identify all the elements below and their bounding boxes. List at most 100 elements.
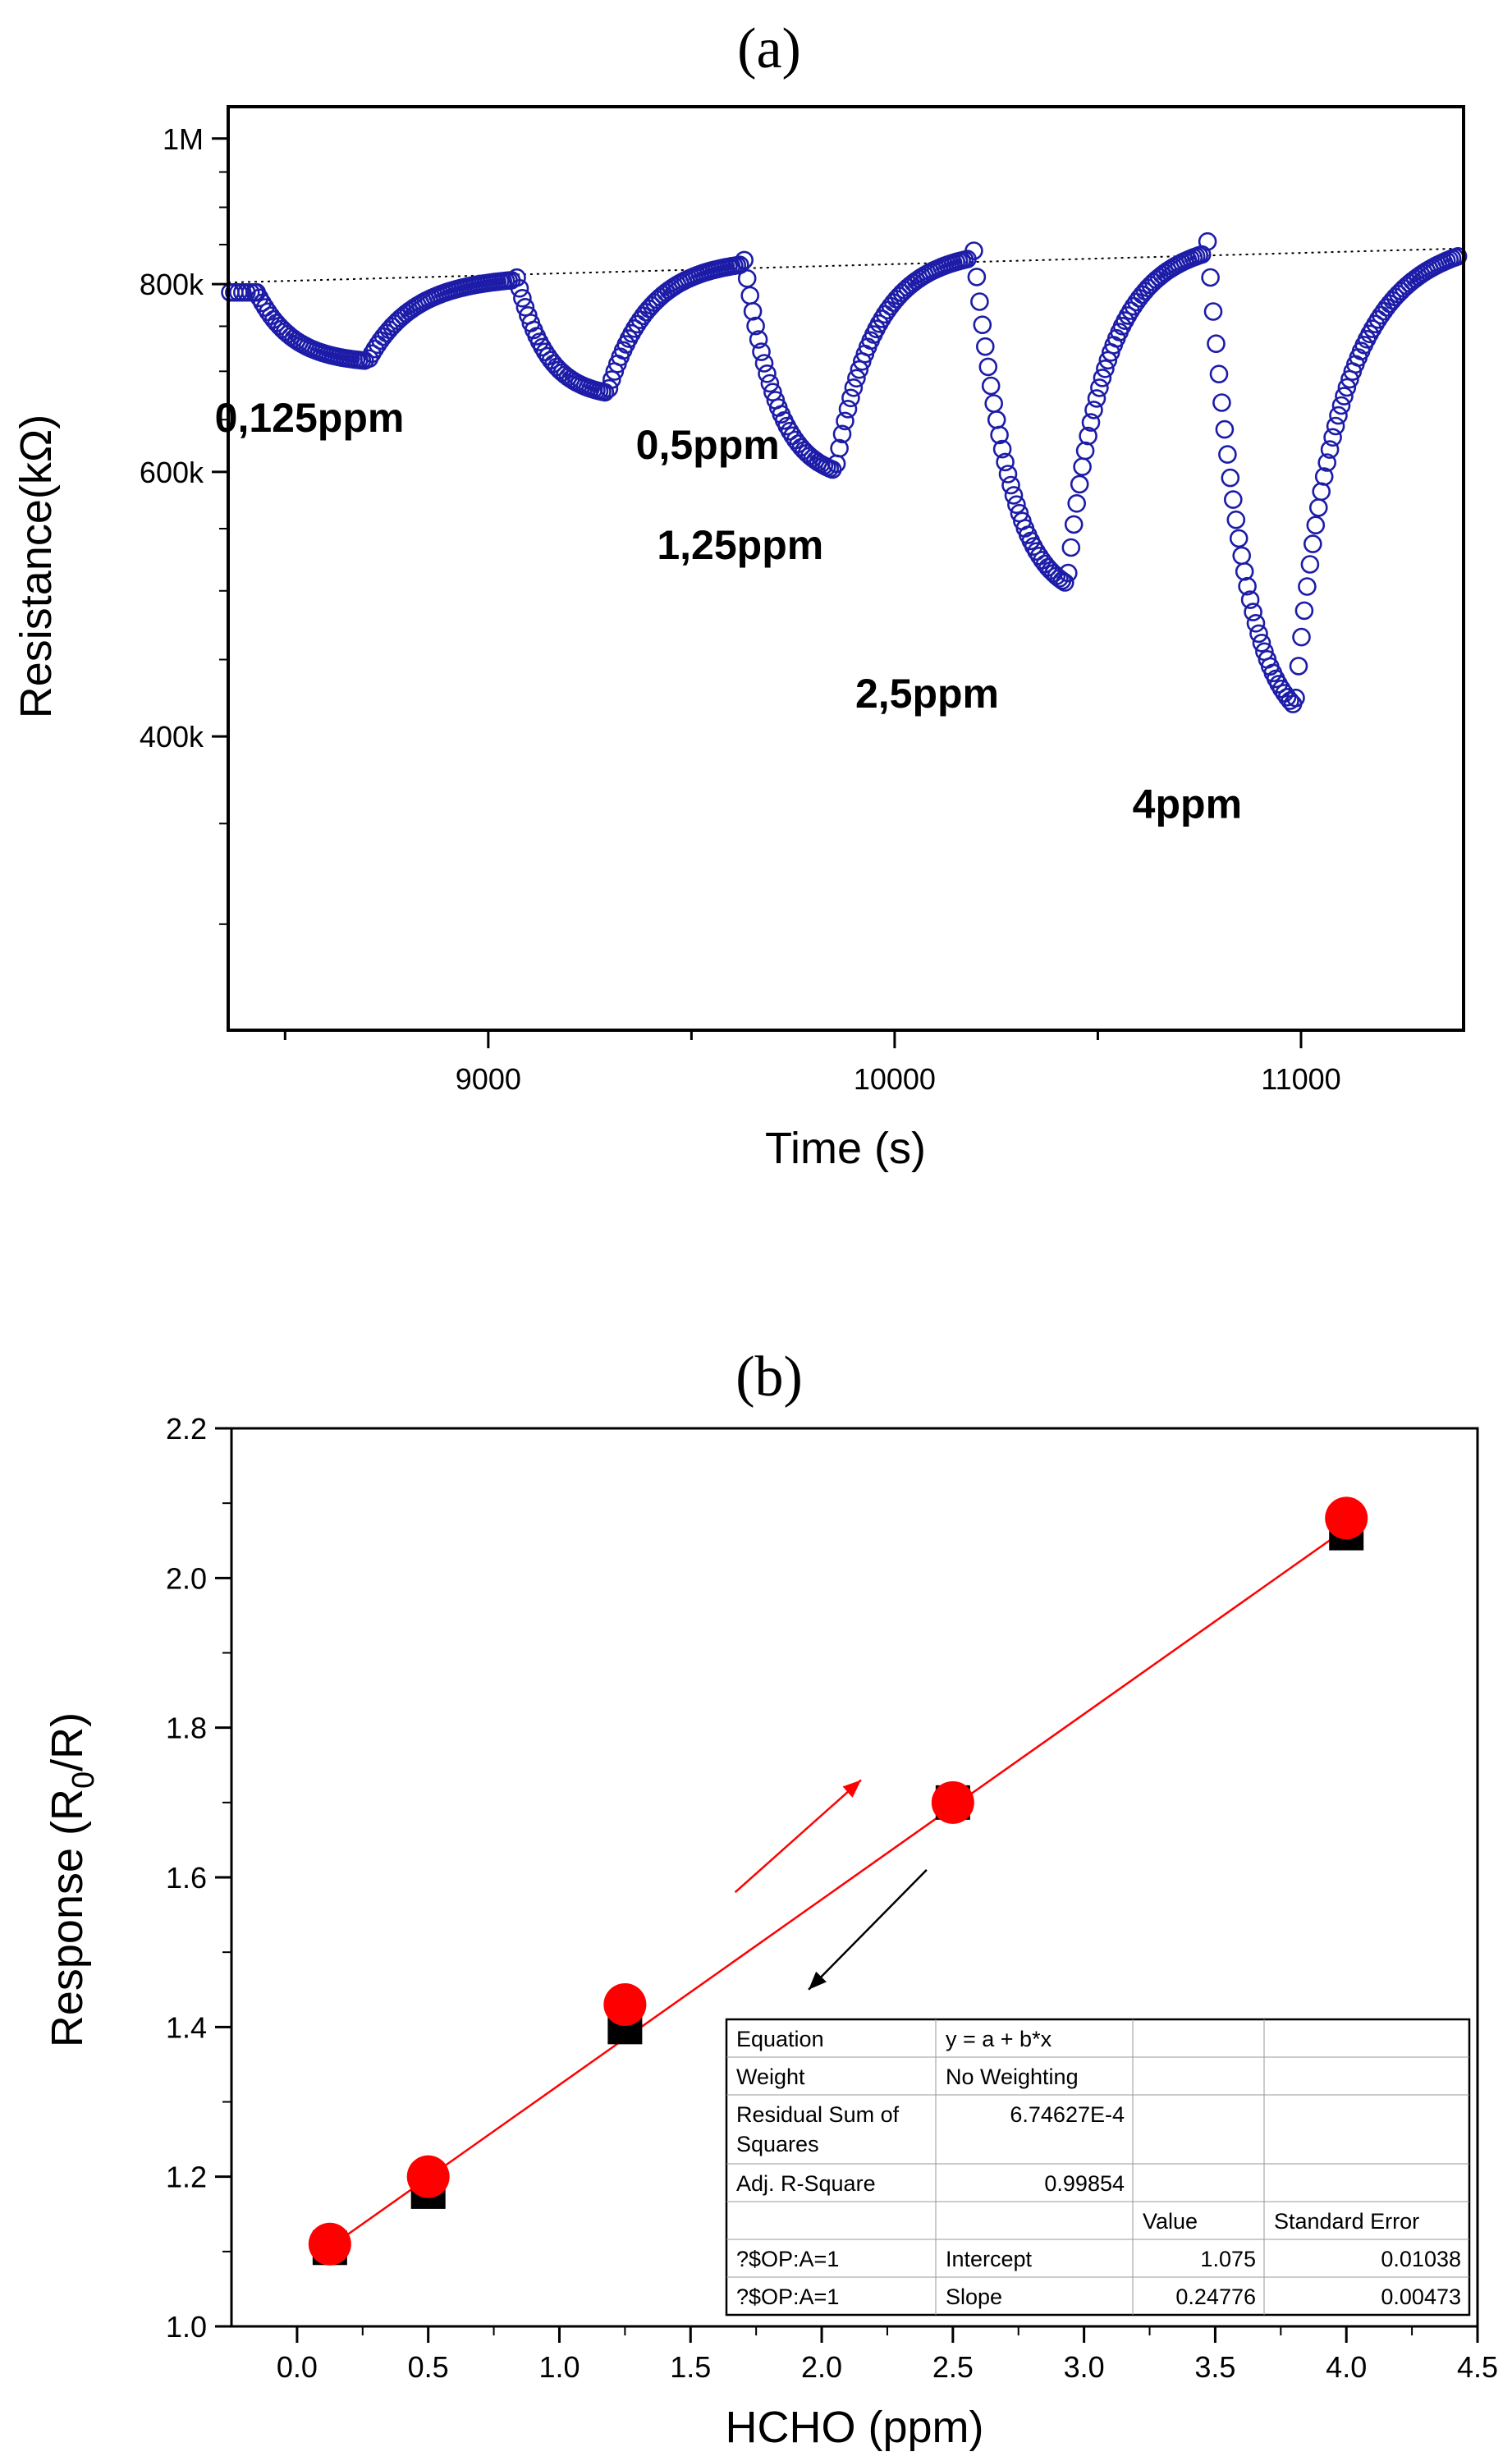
panel-b-x-tick-label: 3.0 [1064,2350,1105,2384]
panel-a-data-point [832,424,852,444]
panel-b-y-tick-label: 2.0 [166,1561,207,1595]
panel-a-data-point [1331,396,1351,415]
fit-table-border [725,2018,1471,2317]
panel-b-x-axis-label: HCHO (ppm) [725,2403,983,2452]
panel-a-data-point [1075,441,1095,461]
panel-a-data-point [844,378,864,397]
panel-b-x-tick-label: 2.5 [932,2350,974,2384]
panel-a-y-tick-label: 1M [163,122,204,156]
panel-a-data-point [746,316,765,336]
panel-a-data-point [1309,498,1328,517]
fit-table-cell-line: Residual Sum of [736,2102,900,2127]
fit-table-cell: Residual Sum of Squares [736,2102,900,2156]
panel-a-data-point [836,411,855,431]
panel-a-data-point [1226,510,1246,529]
fit-table-cell: 1.075 [1200,2247,1256,2271]
panel-a-data-point [1292,627,1311,647]
panel-a-concentration-label: 0,125ppm [215,395,405,441]
panel-b-y-tick-label: 1.6 [166,1861,207,1895]
panel-b-y-tick-label: 1.0 [166,2310,207,2344]
panel-a-data-point [1252,633,1271,653]
panel-a-baseline [227,247,1464,284]
panel-b-x-tick-label: 1.5 [670,2350,711,2384]
fit-table-cell: y = a + b*x [946,2027,1052,2051]
panel-a-data-point [984,394,1003,413]
panel-a-data-point [1215,419,1235,439]
fit-table-cell: ?$OP:A=1 [736,2285,839,2309]
panel-a-data-point [830,438,849,458]
fit-table-cell: 0.00473 [1381,2285,1461,2309]
panel-a-data-point [973,315,992,335]
panel-a-data-point [1079,426,1097,446]
panel-b-y-tick-label: 1.4 [166,2010,207,2044]
panel-a-data-point [1304,534,1322,553]
fit-table-cell: Adj. R-Square [736,2171,876,2196]
panel-a-data-point [1050,569,1069,588]
fit-table-cell: No Weighting [946,2065,1079,2089]
panel-a-data-point [841,388,860,408]
panel-b-circle-marker [1325,1496,1368,1540]
panel-b-y-tick-label: 1.8 [166,1712,207,1745]
panel-a-x-axis-label: Time (s) [765,1124,926,1173]
panel-a-data-point [1232,546,1251,566]
panel-b-x-tick-label: 1.0 [538,2350,580,2384]
fit-table-cell-line: Squares [736,2132,819,2156]
panel-b-y-tick-label: 1.2 [166,2161,207,2194]
panel-b-x-tick-label: 2.0 [801,2350,842,2384]
panel-a-plot-frame [227,105,1465,1032]
fit-table-cell: 0.01038 [1381,2247,1461,2271]
panel-a-data-point [735,250,754,270]
panel-a-data-point [981,376,1001,396]
panel-b-fit-line [329,1528,1347,2248]
panel-b-x-tick-label: 0.0 [277,2350,318,2384]
panel-a-data-point [1004,486,1024,505]
panel-b-circle-marker [931,1780,974,1824]
fit-table-cell: ?$OP:A=1 [736,2247,839,2271]
panel-a-data-point [1064,515,1084,534]
panel-a-data-point [976,337,995,356]
panel-a-data-point [967,268,987,286]
panel-a-data-point [1240,590,1260,609]
panel-a-data-point [740,286,760,305]
panel-a-data-point [1335,387,1354,406]
panel-a-data-point [1249,624,1268,644]
panel-a-data-point [1056,573,1074,592]
panel-a-data-point [1203,302,1223,321]
fit-table-cell: Slope [946,2285,1002,2309]
panel-a-data-point [749,330,768,349]
fit-table-cell: Standard Error [1274,2209,1419,2234]
panel-a-data-point [1207,334,1226,354]
panel-a-concentration-label: 4ppm [1133,781,1242,827]
panel-a-data-point [1246,613,1266,633]
panel-a-data-point [515,297,535,317]
panel-a-data-point [998,465,1018,483]
panel-b-arrow-shaft [808,1869,928,1991]
panel-a-data-point [992,439,1012,459]
panel-a: (a) 0,125ppm 0,5ppm 1,25ppm 2,5ppm 4ppm 9000… [11,17,1468,1173]
panel-a-data-point [1212,393,1231,412]
panel-a-data-point [1244,603,1262,621]
panel-b: (b) 0.0 0.5 1.0 1.5 2.0 2.5 3.0 3.5 4.0 4.5 1.0 1.2… [43,1345,1498,2452]
panel-b-arrow-head [842,1780,861,1798]
panel-b-ticks: 0.0 0.5 1.0 1.5 2.0 2.5 3.0 3.5 4.0 4.5 1.0 1.2 1.4 1… [166,1412,1498,2384]
panel-a-data-point [510,278,529,298]
panel-a-data-point [743,301,763,321]
panel-a-data-point [513,288,532,308]
panel-a-data-point [1001,475,1020,495]
panel-a-data-point [847,369,866,388]
panel-a-data-point [1229,529,1249,548]
panel-a-data-point [970,292,989,311]
panel-a-data-point [1084,401,1103,419]
panel-a-data: 0,125ppm 0,5ppm 1,25ppm 2,5ppm 4ppm [215,231,1468,827]
panel-b-x-tick-label: 4.5 [1457,2350,1498,2384]
panel-a-data-point [850,360,869,379]
panel-a-concentration-label: 2,5ppm [855,671,999,717]
panel-a-data-point [987,410,1006,429]
panel-b-circle-marker [603,1982,647,2026]
panel-a-data-point [1298,577,1317,596]
panel-a-data-point [1320,440,1340,459]
panel-a-y-tick-label: 400k [140,720,204,754]
panel-a-data-point [1337,378,1357,397]
